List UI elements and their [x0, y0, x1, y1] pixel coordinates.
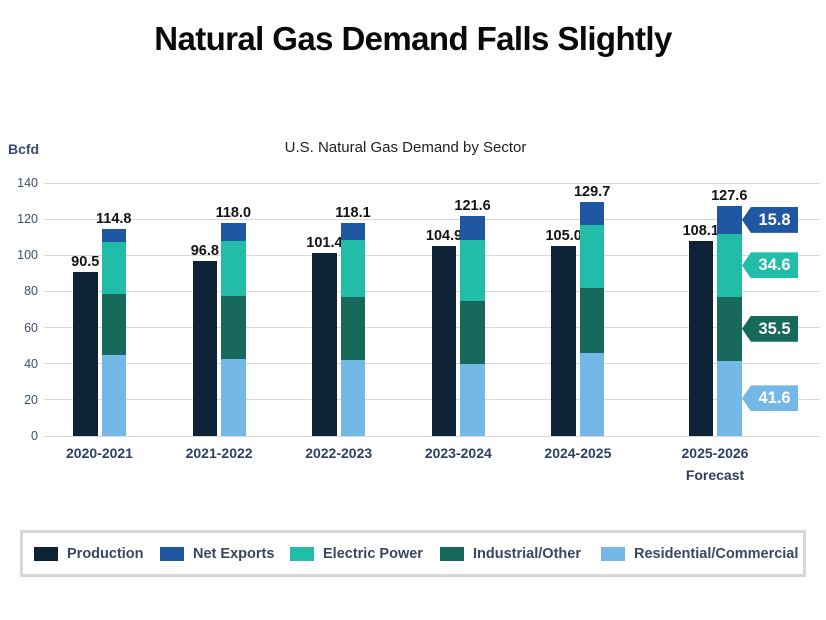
legend-item-industrial-other: Industrial/Other — [440, 533, 581, 574]
production-value-label: 101.4 — [306, 234, 343, 251]
gridline-0 — [44, 435, 820, 437]
legend-item-electric-power: Electric Power — [290, 533, 423, 574]
x-axis-forecast-sublabel: Forecast — [685, 467, 745, 483]
stack-segment-electric-power — [579, 224, 605, 288]
y-axis-tick-label: 20 — [24, 392, 38, 407]
stack-segment-industrial-other — [221, 295, 246, 360]
stack-segment-net-exports — [579, 201, 605, 225]
stack-segment-electric-power — [717, 234, 742, 297]
chart-plot-area: 0 20 40 60 80 100 120 140 90.5 114.8 2020-2021 96.8… — [17, 176, 820, 483]
stack-segment-industrial-other — [717, 296, 742, 361]
stack-segment-residential-commercial — [460, 363, 485, 436]
forecast-callout-electric-power: 34.6 — [742, 252, 798, 279]
stack-segment-industrial-other — [101, 294, 126, 356]
stack-segment-industrial-other — [460, 301, 485, 364]
x-axis-category-label: 2024-2025 — [544, 445, 612, 461]
chart-subtitle: U.S. Natural Gas Demand by Sector — [284, 139, 527, 156]
y-axis-tick-label: 80 — [24, 284, 38, 299]
slide-title: Natural Gas Demand Falls Slightly — [154, 20, 672, 57]
production-bar — [688, 240, 713, 436]
stack-segment-net-exports — [717, 205, 742, 235]
legend-item-net-exports: Net Exports — [160, 533, 274, 574]
legend-label: Electric Power — [323, 545, 423, 562]
production-value-label: 108.1 — [682, 222, 719, 239]
stack-segment-residential-commercial — [340, 360, 366, 436]
legend-swatch-production — [34, 546, 58, 561]
legend-swatch-electric-power — [290, 546, 314, 561]
y-axis-tick-label: 60 — [24, 320, 38, 335]
legend-swatch-industrial-other — [440, 546, 464, 561]
demand-total-label: 118.0 — [215, 204, 252, 221]
production-value-label: 96.8 — [190, 243, 219, 260]
stack-segment-industrial-other — [340, 297, 366, 361]
x-axis-category-label: 2025-2026 — [681, 445, 749, 461]
legend-label: Industrial/Other — [473, 545, 581, 562]
y-axis-tick-label: 100 — [17, 248, 38, 263]
x-axis-category-label: 2022-2023 — [305, 445, 373, 461]
demand-total-label: 118.1 — [335, 204, 371, 221]
production-value-label: 90.5 — [71, 254, 100, 271]
legend-swatch-residential-commercial — [601, 546, 625, 561]
demand-total-label: 127.6 — [711, 187, 748, 204]
forecast-callout-net-exports: 15.8 — [742, 206, 798, 233]
demand-total-label: 114.8 — [96, 210, 132, 227]
legend-item-residential-commercial: Residential/Commercial — [601, 533, 798, 574]
stack-segment-electric-power — [340, 240, 366, 298]
stack-segment-electric-power — [460, 239, 485, 302]
y-axis-tick-label: 140 — [17, 176, 38, 190]
stack-segment-electric-power — [221, 240, 246, 296]
stack-segment-residential-commercial — [221, 359, 246, 436]
production-bar — [73, 272, 98, 436]
forecast-callout-industrial-other: 35.5 — [742, 315, 798, 342]
demand-total-label: 121.6 — [454, 198, 491, 215]
y-axis-unit-label: Bcfd — [8, 141, 40, 157]
y-axis-tick-label: 0 — [31, 429, 38, 443]
production-bar — [312, 252, 337, 436]
gridline-140 — [44, 182, 820, 184]
forecast-callout-residential-commercial: 41.6 — [742, 385, 798, 412]
legend-item-production: Production — [34, 533, 144, 574]
gridline-120 — [44, 218, 820, 220]
stack-segment-net-exports — [101, 228, 126, 243]
legend-label: Net Exports — [193, 545, 275, 562]
chart-legend: Production Net Exports Electric Power Indus… — [20, 530, 806, 577]
production-bar — [551, 246, 576, 436]
x-axis-category-label: 2023-2024 — [424, 445, 492, 461]
legend-label: Residential/Commercial — [634, 545, 799, 562]
stack-segment-residential-commercial — [579, 352, 605, 436]
stack-segment-net-exports — [340, 222, 366, 241]
production-value-label: 104.9 — [425, 228, 463, 245]
y-axis-tick-label: 40 — [24, 356, 38, 371]
demand-total-label: 129.7 — [573, 183, 611, 200]
legend-swatch-net-exports — [160, 546, 184, 561]
production-bar — [192, 261, 218, 436]
stack-segment-residential-commercial — [717, 360, 742, 436]
stack-segment-electric-power — [101, 242, 126, 295]
y-axis-tick-label: 120 — [17, 212, 38, 227]
stack-segment-residential-commercial — [101, 355, 126, 436]
x-axis-category-label: 2021-2022 — [185, 445, 253, 461]
legend-label: Production — [67, 545, 144, 562]
stack-segment-net-exports — [460, 216, 485, 240]
stack-segment-net-exports — [221, 222, 246, 241]
production-value-label: 105.0 — [545, 228, 582, 245]
production-bar — [431, 246, 457, 436]
stack-segment-industrial-other — [579, 287, 605, 353]
x-axis-category-label: 2020-2021 — [66, 445, 133, 461]
